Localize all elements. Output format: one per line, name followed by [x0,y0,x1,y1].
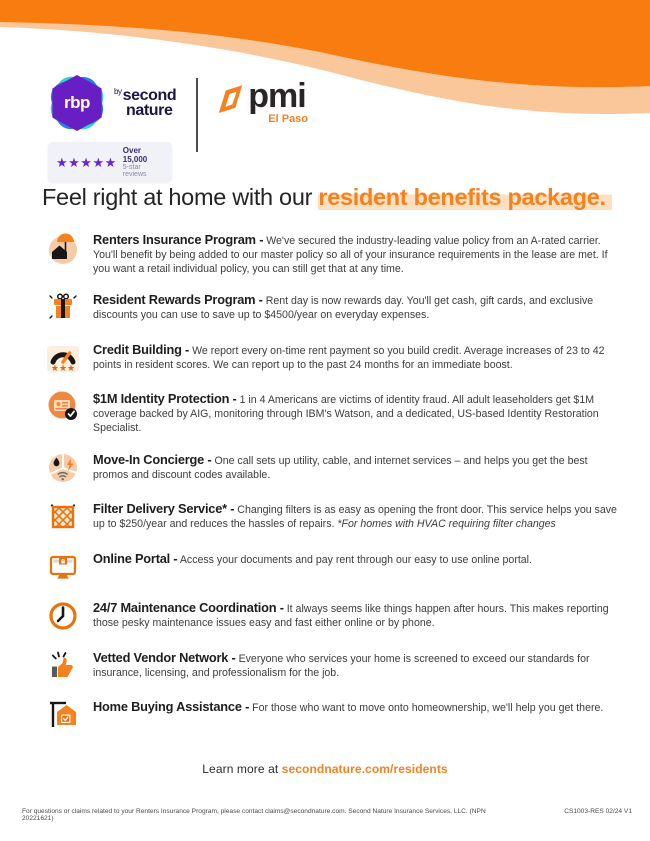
reviews-badge: ★★★★★ Over 15,000 5-star reviews [48,142,172,182]
home-sign-icon [50,702,76,728]
benefit-item-filter-delivery: Filter Delivery Service* - Changing filt… [45,499,617,535]
benefit-item-renters-insurance: Renters Insurance Program - We've secure… [45,230,617,277]
reviews-label: 5-star reviews [122,164,147,178]
pmi-flag-icon [219,85,243,113]
reviews-count: Over 15,000 [122,146,148,164]
benefit-title: Filter Delivery Service* - [93,501,235,517]
benefit-item-credit-building: ★★★ Credit Building - We report every on… [45,340,617,376]
benefit-description: Everyone who services your home is scree… [93,652,590,679]
benefit-description: It always seems like things happen after… [93,603,609,630]
by-label: by [114,86,122,96]
benefit-item-vendor-network: Vetted Vendor Network - Everyone who ser… [45,648,617,684]
learn-more-link[interactable]: secondnature.com/residents [281,762,448,776]
logo-divider [196,78,199,152]
benefit-title: Credit Building - [93,341,190,357]
second-nature-wordmark: bysecond nature [114,86,177,119]
clock-icon [49,602,77,630]
page-title: Feel right at home with our resident ben… [42,184,622,211]
svg-text:★★★: ★★★ [51,364,75,374]
benefit-description: We report every on-time rent payment so … [93,344,605,371]
benefit-title: $1M Identity Protection - [93,391,237,407]
pmi-logo: pmi El Paso [218,77,309,125]
benefit-item-maintenance: 24/7 Maintenance Coordination - It alway… [45,598,617,634]
header-logos: rbp bysecond nature ★★★★★ Over 15,000 5-… [46,72,309,182]
credit-gauge-icon: ★★★ [47,345,79,374]
legal-footer: For questions or claims related to your … [22,808,632,822]
document-code: CS1003-RES 02/24 V1 [564,808,632,815]
rbp-badge-icon: rbp [46,72,108,134]
air-filter-icon [50,504,76,529]
benefit-description: We've secured the industry-leading value… [93,235,608,275]
benefit-footnote: *For homes with HVAC requiring filter ch… [337,518,556,531]
pmi-wordmark: pmi [248,77,306,115]
benefit-title: 24/7 Maintenance Coordination - [93,600,284,616]
benefit-item-online-portal: Online Portal - Access your documents an… [45,549,617,585]
five-stars-icon: ★★★★★ [56,154,117,170]
benefit-description: Changing filters is as easy as opening t… [93,504,617,531]
benefit-title: Vetted Vendor Network - [93,649,236,665]
headline-highlight: resident benefits package. [318,184,612,210]
benefit-title: Move-In Concierge - [93,451,212,467]
thumbs-up-icon [51,651,73,677]
benefit-item-identity-protection: $1M Identity Protection - 1 in 4 America… [45,389,617,436]
online-portal-icon [49,555,77,579]
benefit-description: Access your documents and pay rent throu… [179,553,532,566]
gift-icon [49,293,77,320]
rbp-logo-text: rbp [52,75,102,131]
header-wave-decoration [0,0,650,115]
benefit-title: Online Portal - [93,550,178,566]
benefit-description: For those who want to move onto homeowne… [252,702,604,715]
learn-more-line: Learn more at secondnature.com/residents [202,762,448,776]
benefit-item-resident-rewards: Resident Rewards Program - Rent day is n… [45,290,617,326]
rbp-second-nature-logo: rbp bysecond nature ★★★★★ Over 15,000 5-… [46,72,177,182]
benefit-description: One call sets up utility, cable, and int… [93,454,588,481]
benefit-title: Renters Insurance Program - [93,232,264,247]
benefit-title: Resident Rewards Program - [93,292,263,308]
benefits-list: Renters Insurance Program - We've secure… [45,230,617,747]
umbrella-house-icon [49,233,77,264]
legal-text: For questions or claims related to your … [22,808,486,822]
identity-shield-icon [48,391,77,421]
benefit-title: Home Buying Assistance - [93,699,250,715]
benefit-description: 1 in 4 Americans are victims of identity… [93,394,599,435]
benefit-item-move-in-concierge: Move-In Concierge - One call sets up uti… [45,450,617,486]
benefit-description: Rent day is now rewards day. You'll get … [93,295,594,322]
pmi-location: El Paso [268,112,309,125]
benefit-item-home-buying: Home Buying Assistance - For those who w… [45,697,617,733]
utilities-icon [49,453,77,482]
